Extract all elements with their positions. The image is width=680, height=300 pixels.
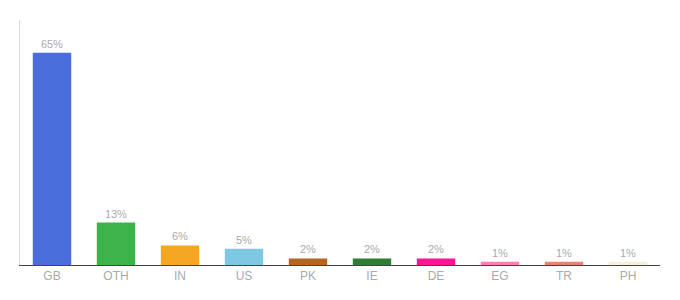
svg-text:2%: 2% bbox=[428, 243, 444, 255]
svg-text:1%: 1% bbox=[556, 247, 572, 259]
svg-text:2%: 2% bbox=[364, 243, 380, 255]
svg-text:IN: IN bbox=[174, 269, 186, 283]
svg-text:US: US bbox=[236, 269, 253, 283]
svg-text:65%: 65% bbox=[41, 38, 63, 50]
svg-text:PH: PH bbox=[620, 269, 637, 283]
svg-text:5%: 5% bbox=[236, 234, 252, 246]
svg-text:DE: DE bbox=[428, 269, 445, 283]
svg-text:TR: TR bbox=[556, 269, 572, 283]
svg-text:2%: 2% bbox=[300, 243, 316, 255]
svg-text:IE: IE bbox=[366, 269, 377, 283]
svg-text:OTH: OTH bbox=[103, 269, 128, 283]
svg-text:6%: 6% bbox=[172, 230, 188, 242]
svg-text:EG: EG bbox=[491, 269, 508, 283]
svg-text:1%: 1% bbox=[620, 247, 636, 259]
svg-text:PK: PK bbox=[300, 269, 316, 283]
svg-text:13%: 13% bbox=[105, 208, 127, 220]
svg-text:GB: GB bbox=[43, 269, 60, 283]
svg-text:1%: 1% bbox=[492, 247, 508, 259]
